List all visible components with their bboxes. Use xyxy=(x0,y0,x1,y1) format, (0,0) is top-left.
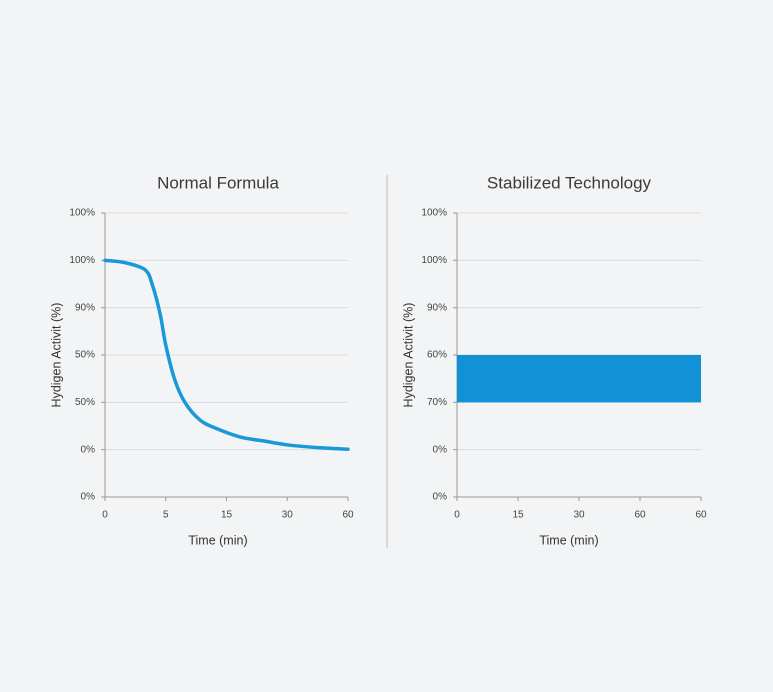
x-tick-label: 30 xyxy=(573,510,585,521)
y-axis-label: Hydigen Activit (%) xyxy=(49,303,63,408)
x-axis-label: Time (min) xyxy=(188,533,247,547)
y-tick-label: 60% xyxy=(427,350,447,361)
line xyxy=(103,258,350,451)
band xyxy=(457,355,701,403)
chart-title: Stabilized Technology xyxy=(487,173,652,192)
x-tick-label: 0 xyxy=(102,510,108,521)
x-tick-label: 60 xyxy=(695,510,707,521)
y-tick-label: 0% xyxy=(81,444,96,455)
y-axis-label: Hydigen Activit (%) xyxy=(401,303,415,408)
x-axis-label: Time (min) xyxy=(539,533,598,547)
y-tick-label: 100% xyxy=(421,255,447,266)
y-tick-label: 0% xyxy=(81,492,96,503)
y-tick-label: 0% xyxy=(433,492,448,503)
x-tick-label: 0 xyxy=(454,510,460,521)
y-tick-label: 0% xyxy=(433,444,448,455)
x-tick-label: 15 xyxy=(221,510,233,521)
y-tick-label: 50% xyxy=(75,350,95,361)
chart-title: Normal Formula xyxy=(157,173,279,192)
y-tick-label: 100% xyxy=(69,208,95,219)
x-tick-label: 30 xyxy=(282,510,294,521)
y-tick-label: 70% xyxy=(427,397,447,408)
y-tick-label: 100% xyxy=(69,255,95,266)
y-tick-label: 50% xyxy=(75,397,95,408)
y-tick-label: 90% xyxy=(427,302,447,313)
x-tick-label: 15 xyxy=(512,510,524,521)
x-tick-label: 60 xyxy=(342,510,354,521)
x-tick-label: 5 xyxy=(163,510,169,521)
y-tick-label: 100% xyxy=(421,208,447,219)
y-tick-label: 90% xyxy=(75,302,95,313)
x-tick-label: 60 xyxy=(634,510,646,521)
